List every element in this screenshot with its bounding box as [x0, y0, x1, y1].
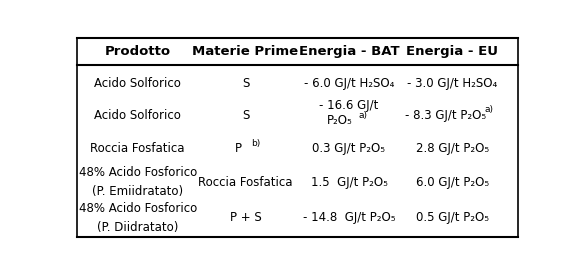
Text: Roccia Fosfatica: Roccia Fosfatica: [198, 176, 293, 189]
Text: S: S: [242, 78, 249, 91]
Text: - 8.3 GJ/t P₂O₅: - 8.3 GJ/t P₂O₅: [405, 109, 486, 122]
FancyBboxPatch shape: [77, 38, 517, 237]
Text: b): b): [251, 138, 260, 147]
Text: - 6.0 GJ/t H₂SO₄: - 6.0 GJ/t H₂SO₄: [304, 78, 394, 91]
Text: 2.8 GJ/t P₂O₅: 2.8 GJ/t P₂O₅: [416, 142, 489, 155]
Text: Energia - BAT: Energia - BAT: [299, 45, 399, 58]
Text: P₂O₅: P₂O₅: [327, 114, 353, 127]
Text: - 3.0 GJ/t H₂SO₄: - 3.0 GJ/t H₂SO₄: [407, 78, 498, 91]
Text: S: S: [242, 109, 249, 122]
Text: Acido Solforico: Acido Solforico: [94, 109, 181, 122]
Text: 48% Acido Fosforico: 48% Acido Fosforico: [78, 166, 197, 180]
Text: Acido Solforico: Acido Solforico: [94, 78, 181, 91]
Text: - 16.6 GJ/t: - 16.6 GJ/t: [319, 99, 379, 112]
Text: 0.3 GJ/t P₂O₅: 0.3 GJ/t P₂O₅: [313, 142, 386, 155]
Text: (P. Diidratato): (P. Diidratato): [97, 221, 179, 234]
Text: 1.5  GJ/t P₂O₅: 1.5 GJ/t P₂O₅: [310, 176, 387, 189]
Text: P + S: P + S: [230, 212, 262, 224]
Text: Energia - EU: Energia - EU: [407, 45, 498, 58]
Text: 48% Acido Fosforico: 48% Acido Fosforico: [78, 202, 197, 215]
Text: Prodotto: Prodotto: [104, 45, 171, 58]
Text: Roccia Fosfatica: Roccia Fosfatica: [90, 142, 185, 155]
Text: - 14.8  GJ/t P₂O₅: - 14.8 GJ/t P₂O₅: [303, 212, 395, 224]
Text: (P. Emiidratato): (P. Emiidratato): [92, 185, 183, 198]
Text: 0.5 GJ/t P₂O₅: 0.5 GJ/t P₂O₅: [416, 212, 489, 224]
Text: Materie Prime: Materie Prime: [193, 45, 299, 58]
Text: 6.0 GJ/t P₂O₅: 6.0 GJ/t P₂O₅: [416, 176, 489, 189]
Text: a): a): [359, 112, 368, 120]
Text: a): a): [485, 105, 494, 114]
Text: P: P: [235, 142, 242, 155]
